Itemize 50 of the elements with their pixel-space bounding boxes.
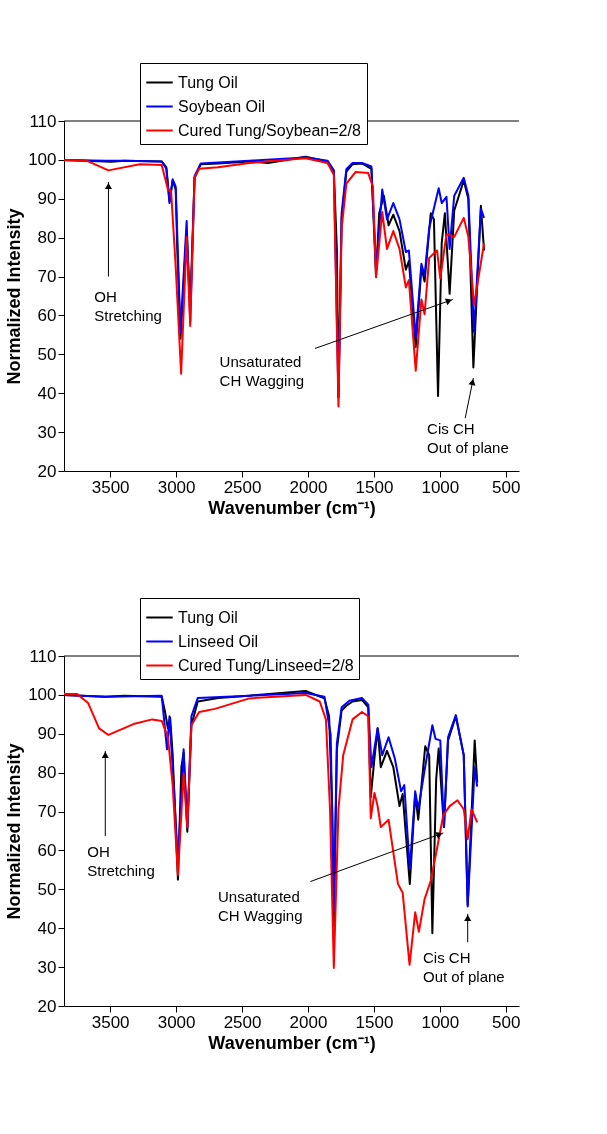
x-tick-label: 1000: [421, 477, 460, 497]
y-tick-label: 30: [37, 957, 57, 977]
y-tick-label: 110: [29, 111, 57, 131]
y-tick-label: 100: [28, 685, 57, 705]
x-tick-label: 500: [492, 1012, 521, 1032]
y-tick-label: 60: [37, 840, 57, 860]
legend-label: Cured Tung/Linseed=2/8: [178, 656, 354, 674]
y-tick-label: 40: [37, 383, 57, 403]
annotation: OH Stretching: [87, 843, 155, 879]
x-axis-title: Wavenumber (cm⁻¹): [208, 497, 376, 518]
y-tick-label: 50: [37, 879, 57, 899]
x-tick-label: 3000: [157, 477, 196, 497]
y-tick-label: 110: [29, 646, 57, 666]
x-tick-label: 500: [492, 477, 521, 497]
x-tick-label: 3500: [91, 477, 130, 497]
x-tick-label: 2000: [289, 477, 328, 497]
y-tick-label: 70: [37, 802, 57, 822]
annotation: Cis CH Out of plane: [422, 948, 505, 985]
y-axis-title: Normalized Intensity: [4, 743, 25, 920]
y-tick-label: 30: [37, 422, 57, 442]
x-tick-label: 2000: [289, 1012, 328, 1032]
x-tick-label: 2500: [223, 477, 262, 497]
annotation: Cis CH Out of plane: [427, 420, 509, 457]
y-tick-label: 100: [28, 150, 57, 170]
y-tick-label: 80: [37, 228, 57, 248]
legend-label: Linseed Oil: [178, 632, 259, 650]
legend-label: Tung Oil: [178, 73, 238, 91]
legend-label: Tung Oil: [178, 608, 238, 626]
legend-label: Cured Tung/Soybean=2/8: [178, 121, 361, 139]
y-tick-label: 60: [37, 305, 57, 325]
y-tick-label: 90: [37, 189, 57, 209]
x-tick-label: 1500: [355, 477, 394, 497]
y-tick-label: 40: [37, 918, 57, 938]
y-tick-label: 20: [37, 996, 57, 1016]
y-tick-label: 70: [37, 267, 57, 287]
y-tick-label: 20: [37, 461, 57, 481]
annotation: Unsaturated CH Wagging: [219, 352, 305, 389]
legend-label: Soybean Oil: [178, 97, 266, 115]
y-tick-label: 50: [37, 344, 57, 364]
annotation: Unsaturated CH Wagging: [218, 888, 303, 925]
x-tick-label: 3500: [91, 1012, 130, 1032]
x-tick-label: 3000: [157, 1012, 196, 1032]
annotation: OH Stretching: [94, 288, 162, 325]
y-tick-label: 80: [37, 763, 57, 783]
y-tick-label: 90: [37, 724, 57, 744]
y-axis-title: Normalized Intensity: [4, 208, 25, 385]
x-axis-title: Wavenumber (cm⁻¹): [208, 1032, 376, 1053]
x-tick-label: 1500: [355, 1012, 394, 1032]
x-tick-label: 2500: [223, 1012, 262, 1032]
x-tick-label: 1000: [421, 1012, 460, 1032]
